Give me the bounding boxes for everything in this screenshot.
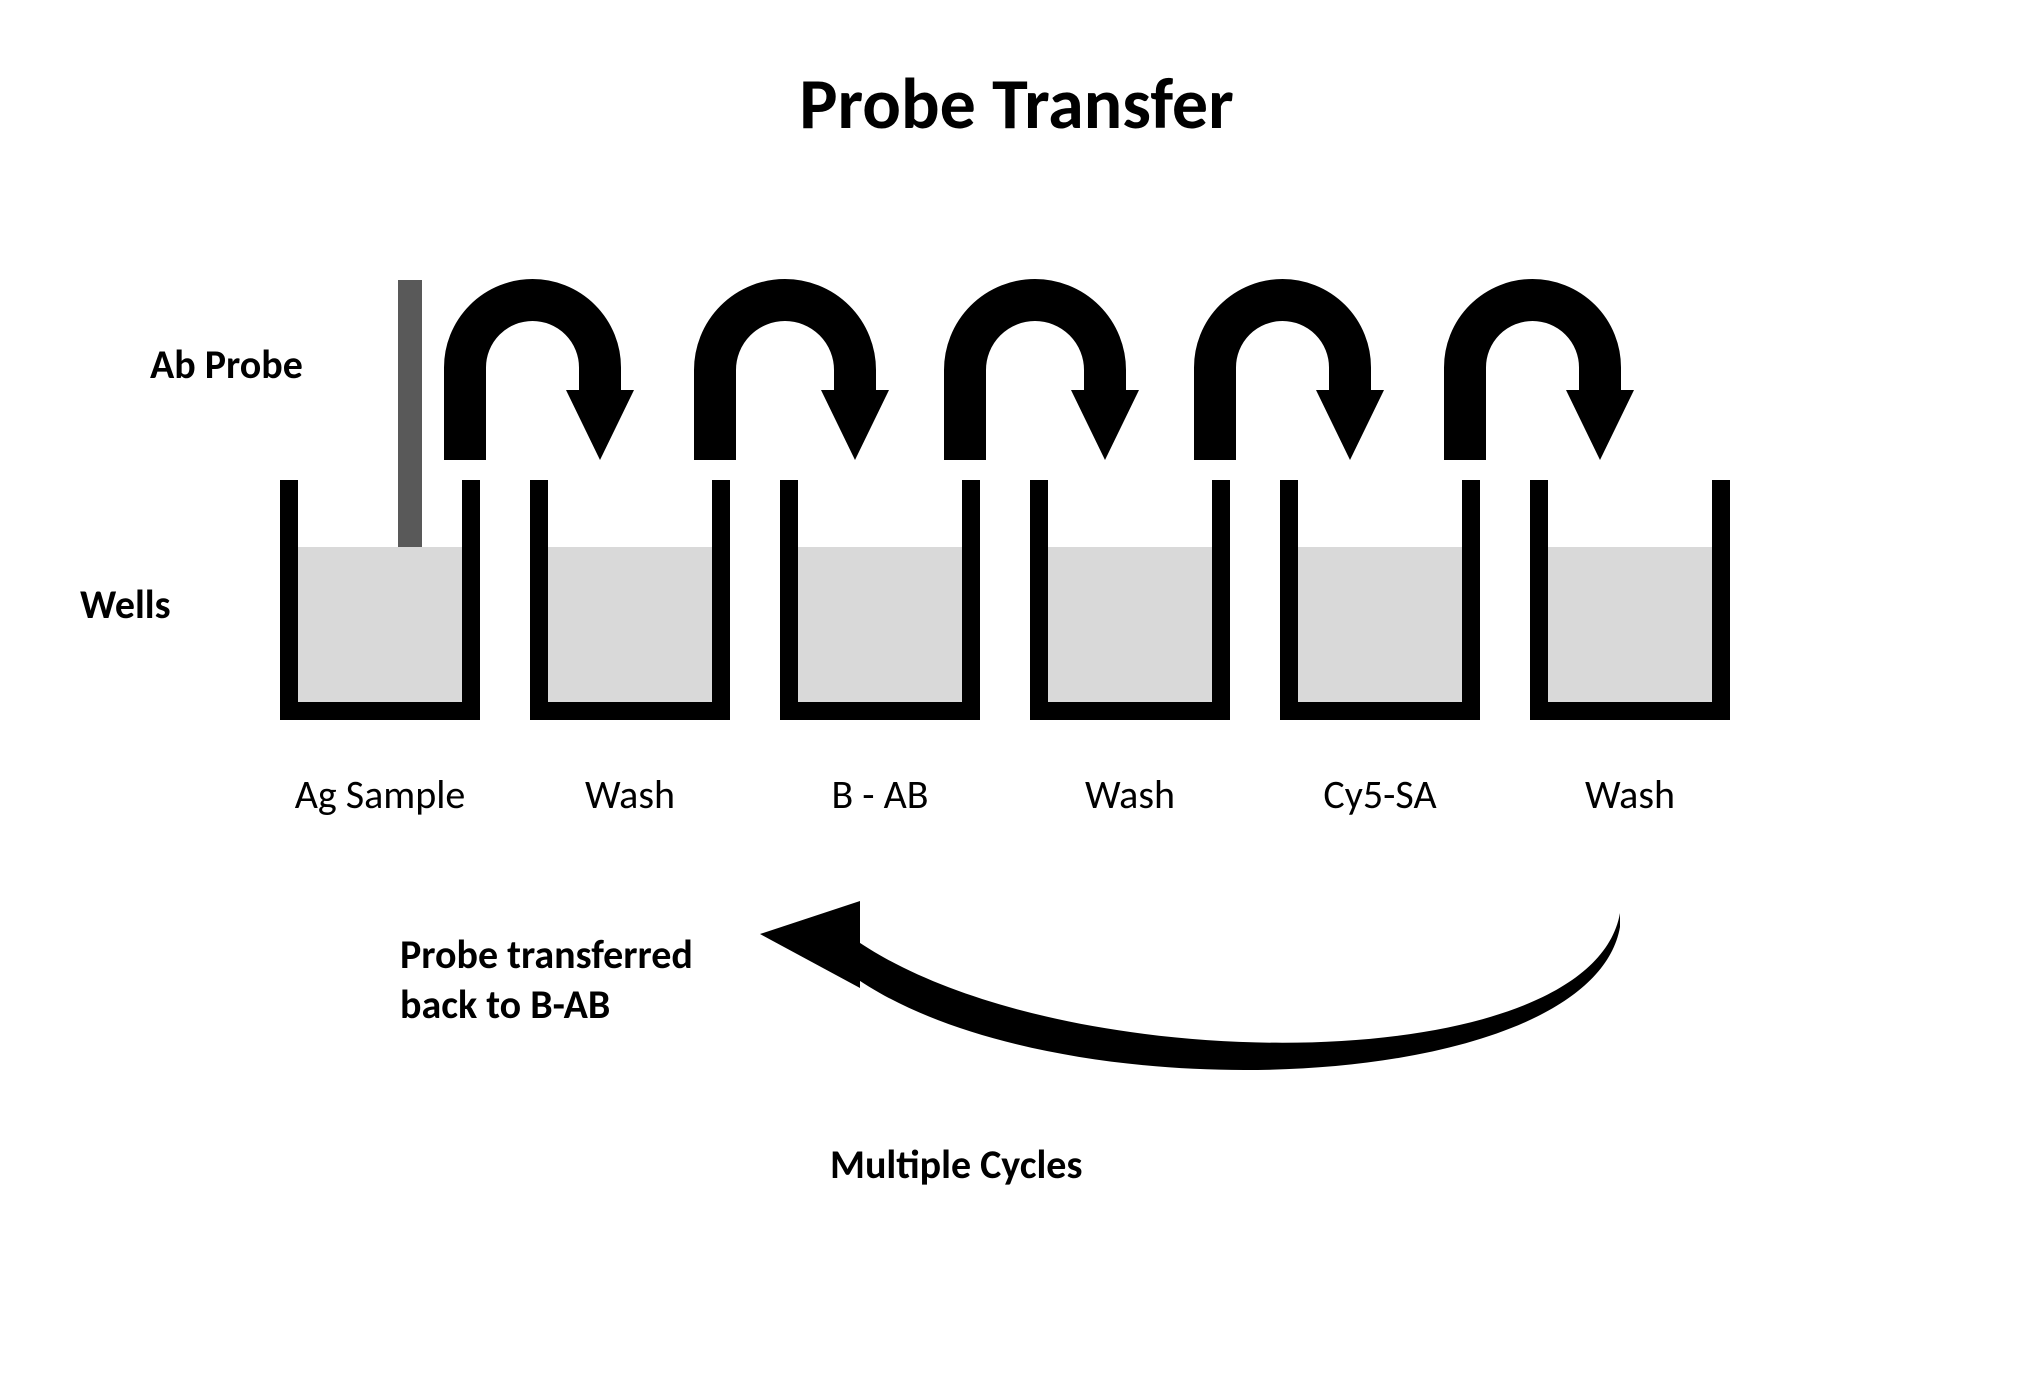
- return-arrow-label-line2: back to B-AB: [400, 980, 693, 1030]
- well-4: [1280, 480, 1480, 720]
- well-label-5: Wash: [1515, 770, 1745, 819]
- well-label-2: B - AB: [765, 770, 995, 819]
- hop-arrow-1: [715, 300, 889, 460]
- hop-arrow-4: [1465, 300, 1634, 460]
- well-label-3: Wash: [1015, 770, 1245, 819]
- well-liquid: [548, 547, 712, 702]
- well-liquid: [298, 547, 462, 702]
- well-liquid: [1298, 547, 1462, 702]
- well-label-1: Wash: [515, 770, 745, 819]
- well-1: [530, 480, 730, 720]
- return-arrow-label: Probe transferred back to B-AB: [400, 930, 693, 1030]
- well-3: [1030, 480, 1230, 720]
- hop-arrow-2: [965, 300, 1139, 460]
- well-5: [1530, 480, 1730, 720]
- return-arrow-icon: [760, 901, 1620, 1070]
- well-2: [780, 480, 980, 720]
- diagram-canvas: Probe Transfer Ab Probe Wells Probe tran…: [0, 0, 2033, 1387]
- well-liquid: [1048, 547, 1212, 702]
- multiple-cycles-label: Multiple Cycles: [830, 1140, 1082, 1189]
- well-liquid: [1548, 547, 1712, 702]
- well-label-4: Cy5-SA: [1265, 770, 1495, 819]
- hop-arrow-3: [1215, 300, 1384, 460]
- well-0: [280, 480, 480, 720]
- well-label-0: Ag Sample: [265, 770, 495, 819]
- return-arrow-label-line1: Probe transferred: [400, 930, 693, 980]
- well-liquid: [798, 547, 962, 702]
- hop-arrow-0: [465, 300, 634, 460]
